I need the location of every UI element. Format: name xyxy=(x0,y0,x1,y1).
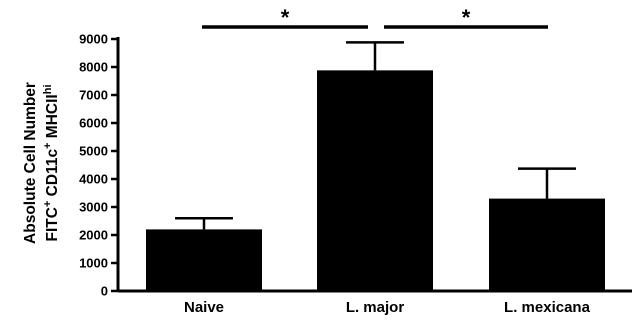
y-tick-label: 7000 xyxy=(79,88,108,103)
y-tick-label: 1000 xyxy=(79,256,108,271)
y-tick-label: 9000 xyxy=(79,32,108,47)
bar xyxy=(317,70,433,291)
y-tick-label: 4000 xyxy=(79,172,108,187)
significance-brackets: * * xyxy=(202,5,548,30)
axes xyxy=(116,37,632,293)
y-axis-label-part: MHCII xyxy=(44,94,61,142)
y-axis-label-part: + xyxy=(42,142,54,148)
y-tick-label: 5000 xyxy=(79,144,108,159)
x-category-label: Naive xyxy=(184,299,224,316)
bar xyxy=(146,229,262,291)
bars xyxy=(146,41,605,291)
y-axis-label-part: + xyxy=(42,201,54,207)
y-tick-label: 8000 xyxy=(79,60,108,75)
y-tick-label: 6000 xyxy=(79,116,108,131)
y-axis-label-part: hi xyxy=(42,84,54,94)
y-tick-label: 3000 xyxy=(79,200,108,215)
significance-label: * xyxy=(281,5,290,30)
x-category-label: L. major xyxy=(346,299,405,316)
significance-label: * xyxy=(462,5,471,30)
y-axis-label: Absolute Cell Number FITC+ CD11c+ MHCIIh… xyxy=(22,82,61,244)
bar xyxy=(489,198,605,291)
y-axis-label-part: FITC xyxy=(44,207,61,241)
x-category-label: L. mexicana xyxy=(504,299,591,316)
y-tick-label: 0 xyxy=(101,284,108,299)
y-axis-ticks: 0 1000 2000 3000 4000 5000 6000 7000 8000 9000 xyxy=(79,32,118,299)
y-tick-label: 2000 xyxy=(79,228,108,243)
y-axis-label-line1: Absolute Cell Number xyxy=(22,82,39,244)
y-axis-label-part: CD11c xyxy=(44,149,61,201)
y-axis-label-line2: FITC+ CD11c+ MHCIIhi xyxy=(42,84,61,241)
x-axis-labels: Naive L. major L. mexicana xyxy=(184,299,591,316)
